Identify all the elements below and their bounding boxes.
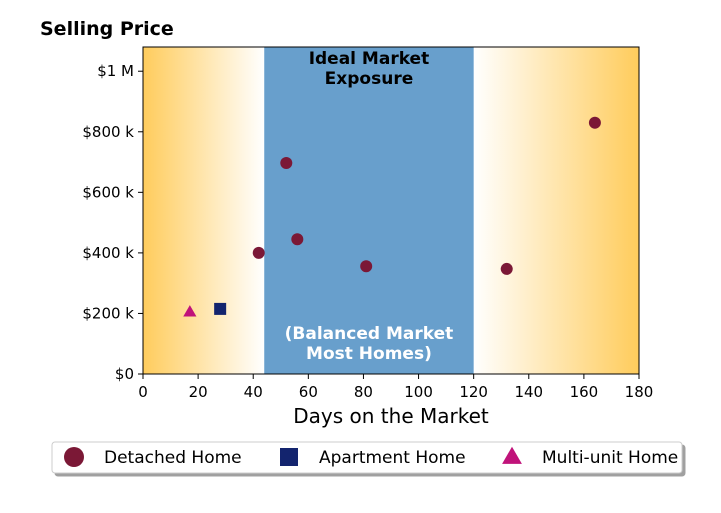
x-tick-label: 20 <box>189 383 208 401</box>
data-points <box>183 116 601 317</box>
data-point-circle <box>588 116 601 129</box>
data-point-square <box>214 302 227 315</box>
y-tick-label: $600 k <box>82 183 134 201</box>
x-tick-label: 100 <box>404 383 433 401</box>
band-bottom-label-line1: (Balanced Market <box>285 324 454 344</box>
ideal-exposure-band <box>264 47 474 374</box>
legend: Detached Home Apartment Home Multi-unit Ho… <box>51 441 683 474</box>
x-tick-label: 60 <box>299 383 318 401</box>
band-top-label-line2: Exposure <box>325 69 414 89</box>
plot-frame <box>142 46 640 375</box>
y-axis: $0 $200 k $400 k $600 k $800 k $1 M <box>82 62 143 383</box>
right-gradient-region <box>473 47 639 374</box>
legend-marker-square <box>280 448 298 466</box>
plot-background <box>143 47 639 374</box>
y-tick-label: $200 k <box>82 304 134 322</box>
data-point-circle <box>280 156 293 169</box>
x-tick-label: 80 <box>354 383 373 401</box>
data-point-circle <box>291 233 304 246</box>
x-tick-label: 120 <box>459 383 488 401</box>
data-point-circle <box>500 262 513 275</box>
legend-label: Multi-unit Home <box>542 448 678 468</box>
x-axis: 0 20 40 60 80 100 120 140 160 180 <box>138 374 653 401</box>
x-axis-label: Days on the Market <box>293 404 489 428</box>
x-tick-label: 140 <box>514 383 543 401</box>
data-point-triangle <box>183 305 197 317</box>
legend-marker-circle <box>64 447 84 467</box>
legend-label: Apartment Home <box>319 448 466 468</box>
band-top-label-line1: Ideal Market <box>309 49 430 69</box>
x-tick-label: 180 <box>625 383 654 401</box>
band-labels: Ideal Market Exposure (Balanced Market M… <box>285 49 454 364</box>
y-tick-label: $800 k <box>82 123 134 141</box>
y-tick-label: $0 <box>115 365 134 383</box>
y-tick-label: $1 M <box>97 62 134 80</box>
y-tick-label: $400 k <box>82 244 134 262</box>
legend-marker-triangle <box>502 446 522 464</box>
band-bottom-label-line2: Most Homes) <box>306 344 432 364</box>
x-tick-label: 40 <box>244 383 263 401</box>
legend-box <box>51 441 683 474</box>
data-point-circle <box>360 260 373 273</box>
legend-label: Detached Home <box>104 448 242 468</box>
data-point-circle <box>252 246 265 259</box>
chart-title: Selling Price <box>40 18 174 40</box>
x-tick-label: 0 <box>138 383 148 401</box>
x-tick-label: 160 <box>570 383 599 401</box>
left-gradient-region <box>143 47 265 374</box>
